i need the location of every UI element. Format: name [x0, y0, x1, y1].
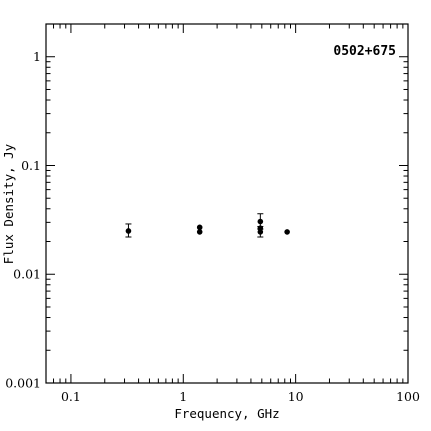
y-tick-label: 0.1	[21, 158, 41, 173]
data-point	[125, 228, 132, 234]
y-axis-title: Flux Density, Jy	[1, 143, 16, 264]
data-point	[284, 229, 290, 235]
data-point	[257, 218, 264, 225]
data-points	[125, 213, 290, 238]
plot-frame	[45, 23, 409, 384]
axis-ticks	[45, 23, 409, 384]
y-tick-label: 1	[33, 49, 41, 64]
x-tick-label: 0.1	[61, 389, 81, 404]
x-tick-label: 1	[179, 389, 187, 404]
data-point	[196, 224, 203, 231]
data-point	[257, 229, 264, 235]
y-tick-label: 0.01	[13, 267, 41, 282]
x-tick-label: 100	[396, 389, 420, 404]
x-axis-title: Frequency, GHz	[174, 406, 279, 421]
tick-labels: 0.1 1 10 100 0.001 0.01 0.1 1	[5, 49, 420, 404]
x-tick-label: 10	[288, 389, 304, 404]
source-name-label: 0502+675	[333, 44, 396, 59]
data-point	[196, 229, 203, 235]
y-tick-label: 0.001	[5, 376, 41, 391]
